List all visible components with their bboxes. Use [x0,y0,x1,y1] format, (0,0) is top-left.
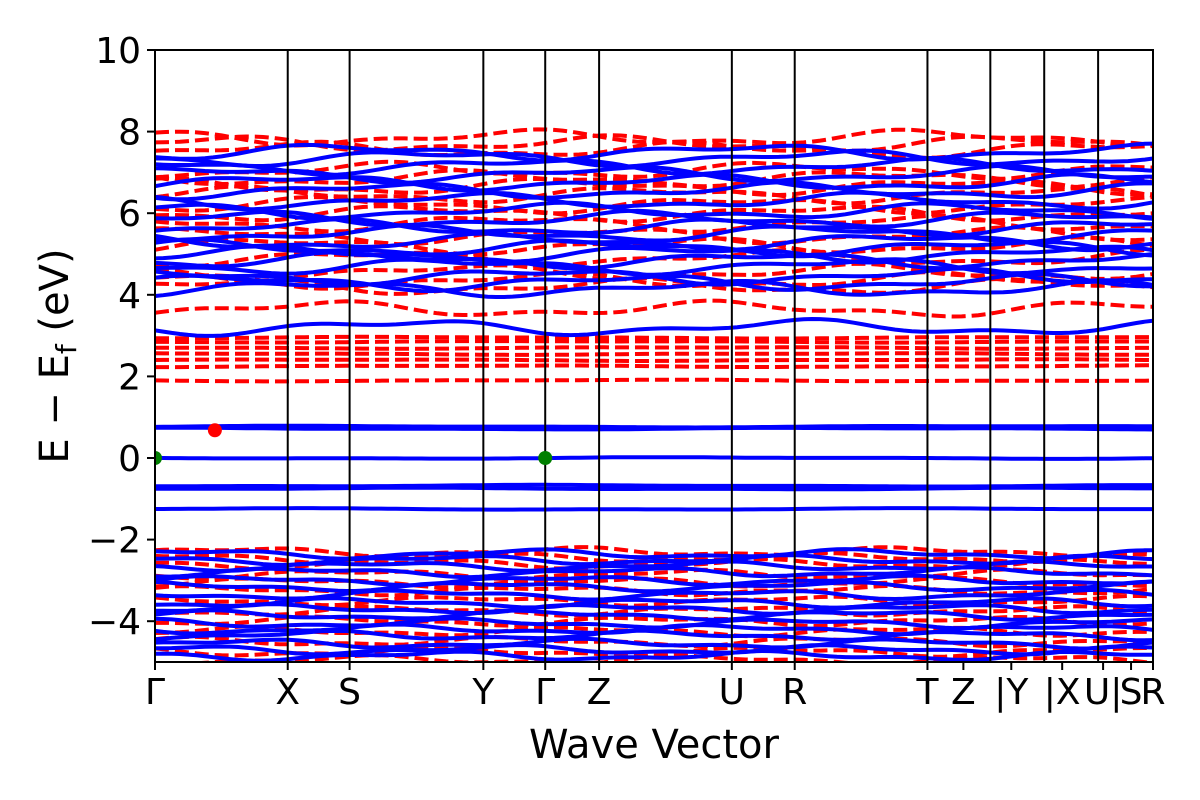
band-line [155,298,1153,319]
marker-point [538,451,553,465]
x-tick-label: Y [471,672,495,713]
x-tick-label: Z [951,672,976,713]
band-line [155,602,1153,616]
band-line [155,250,1153,271]
band-line [155,425,1153,432]
band-line [155,148,1153,169]
band-line [155,636,1153,651]
band-line [155,608,1153,622]
y-tick-label: −4 [88,602,141,643]
band-line [155,159,1153,181]
x-tick-label: R [1140,672,1165,713]
y-tick-label: 0 [118,439,141,480]
y-axis-label-sub: f [50,343,83,354]
band-line [155,559,1153,573]
band-line [155,270,1153,291]
y-tick-label: 4 [118,276,141,317]
band-line [155,363,1153,370]
y-tick-label: 8 [118,113,141,154]
x-tick-label: S [338,672,361,713]
high-symmetry-lines [286,50,1100,662]
band-line [155,334,1153,341]
plot-frame [154,49,1154,663]
x-axis: Γ X S Y Γ Z U R T Z |Y |X U|SR [145,662,1166,713]
band-line [155,237,1153,259]
band-line [155,180,1153,202]
band-line [155,190,1153,212]
band-line [155,141,1153,163]
band-line [155,351,1153,357]
x-axis-label: Wave Vector [529,722,780,768]
y-tick-label: 6 [118,194,141,235]
y-axis-label-unit: (eV) [32,248,78,344]
band-line [155,579,1153,594]
band-line [155,213,1153,234]
band-line [155,573,1153,588]
band-line [155,200,1153,221]
y-tick-label: −2 [88,521,141,562]
band-line [155,222,1153,245]
x-tick-label: T [915,672,939,713]
band-line [155,455,1153,461]
x-tick-label: S [1120,672,1143,713]
x-tick-label: U [719,672,745,713]
band-line [155,565,1153,580]
x-tick-label: |X [1044,672,1081,713]
band-line [155,316,1153,338]
band-line [155,339,1153,345]
band-line [155,628,1153,643]
band-line [155,485,1153,492]
plot-area [154,49,1154,663]
band-line [155,345,1153,351]
x-tick-label: Γ [535,672,555,713]
marker-point [155,451,162,465]
x-tick-label: X [275,672,300,713]
x-tick-label: |Y [994,672,1029,713]
band-line [155,596,1153,610]
bands-layer [155,127,1153,662]
band-line [155,168,1153,189]
band-line [155,547,1153,561]
x-tick-label: Z [587,672,612,713]
y-axis-label: E − Ef (eV) [32,248,83,463]
x-tick-label: Γ [145,672,165,713]
y-tick-label: 2 [118,357,141,398]
band-line [155,257,1153,277]
band-line [155,545,1153,559]
y-axis: 10 8 6 4 2 0 −2 −4 [88,31,155,643]
x-tick-label: U| [1084,672,1122,713]
band-line [155,204,1153,224]
marker-point [207,423,222,438]
y-tick-label: 10 [95,31,141,72]
band-line [155,278,1153,299]
band-line [155,506,1153,512]
x-tick-label: R [782,672,807,713]
band-line [155,172,1153,193]
band-line [155,357,1153,363]
y-axis-label-main: E − E [32,354,78,464]
band-line [155,648,1153,662]
markers-layer [155,423,553,465]
band-line [155,377,1153,384]
